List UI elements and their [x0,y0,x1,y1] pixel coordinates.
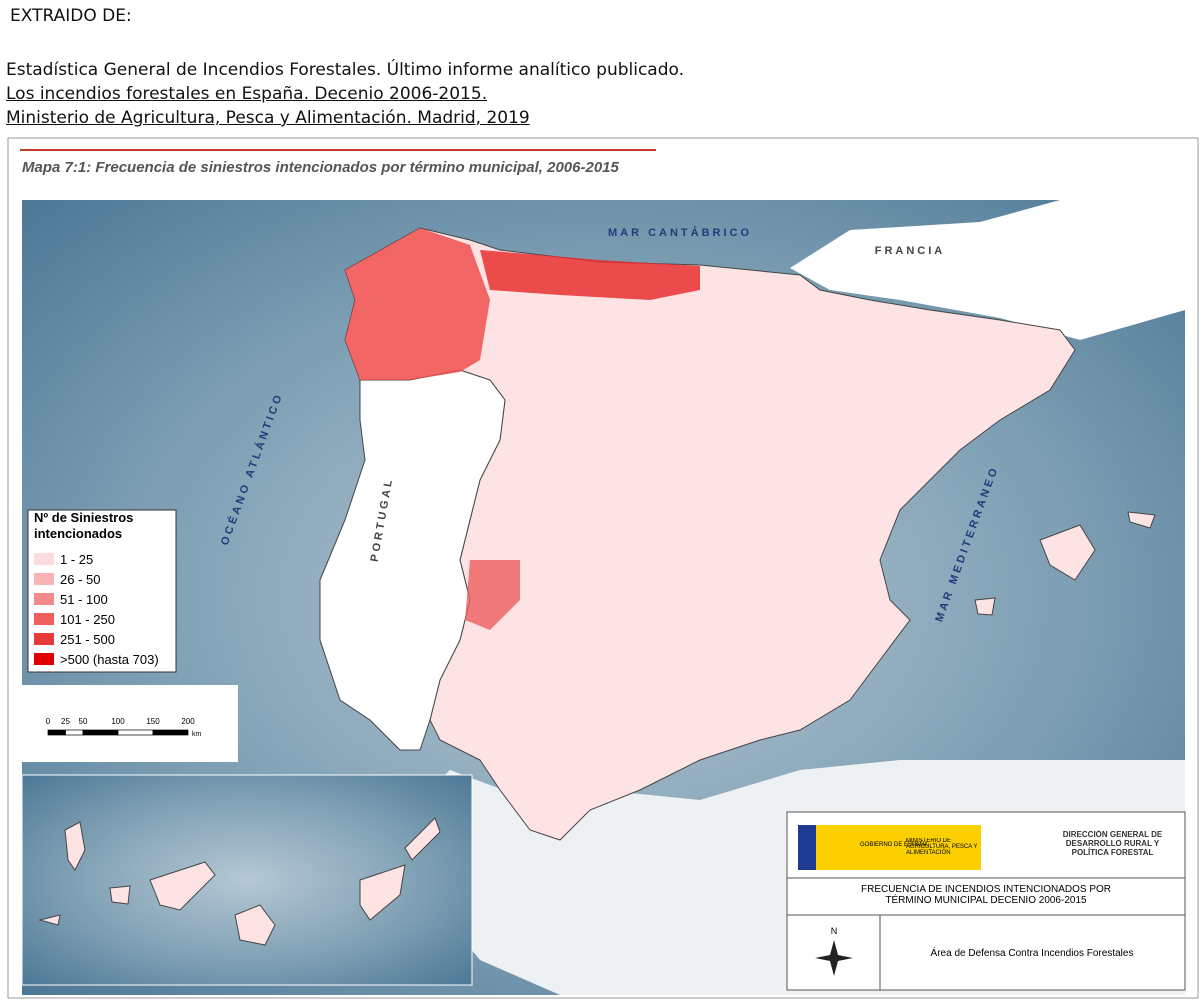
asturias-high [480,250,700,300]
direction-label: DIRECCIÓN GENERAL DE DESARROLLO RURAL Y … [1062,830,1163,857]
compass-label: N [831,926,838,936]
area-label: Área de Defensa Contra Incendios Foresta… [931,946,1134,959]
legend-label: 101 - 250 [60,612,115,627]
legend-swatch [34,633,54,645]
source-line: Los incendios forestales en España. Dece… [6,84,488,104]
scale-label: 0 [46,717,51,726]
scale-segment [152,729,189,736]
balearic [1039,524,1096,581]
balearic [1127,511,1156,529]
canary-inset [21,774,473,986]
portugal [319,369,506,751]
sea-label: MAR CANTÁBRICO [608,226,752,239]
legend-label: 1 - 25 [60,552,93,567]
legend-label: 251 - 500 [60,632,115,647]
cartouche-title: FRECUENCIA DE INCENDIOS INTENCIONADOS PO… [860,884,1112,906]
header-label: EXTRAIDO DE: [10,6,132,26]
legend-label: 51 - 100 [60,592,108,607]
balearic [974,597,996,616]
scale-label: 100 [111,717,125,726]
source-line: Estadística General de Incendios Foresta… [6,60,685,80]
legend-label: >500 (hasta 703) [60,652,159,667]
logo [798,825,816,870]
ministry-label: MINISTERIO DE AGRICULTURA, PESCA Y ALIME… [906,838,978,856]
map-title: Mapa 7:1: Frecuencia de siniestros inten… [22,159,620,176]
legend-swatch [34,553,54,565]
legend-swatch [34,573,54,585]
legend-swatch [34,653,54,665]
scale-segment [82,729,119,736]
scale-unit: km [192,731,202,738]
country-label: FRANCIA [875,245,946,257]
gov-label: GOBIERNO DE ESPAÑA [860,841,928,848]
legend-label: 26 - 50 [60,572,100,587]
canary-islands [38,817,441,946]
legend-swatch [34,613,54,625]
scale-segment [117,729,154,736]
galicia-high [345,228,490,380]
scale-label: 150 [146,717,160,726]
scale-segment [65,729,84,736]
extremadura-high [465,560,520,630]
legend-swatch [34,593,54,605]
scale-box [22,685,238,762]
scale-label: 25 [61,717,70,726]
france [790,200,1185,340]
scale-label: 200 [181,717,195,726]
legend-title: Nº de Siniestros intencionados [34,510,133,541]
scale-label: 50 [79,717,88,726]
source-line: Ministerio de Agricultura, Pesca y Alime… [6,108,530,128]
logo [816,825,981,870]
scale-segment [47,729,66,736]
compass [815,940,853,976]
